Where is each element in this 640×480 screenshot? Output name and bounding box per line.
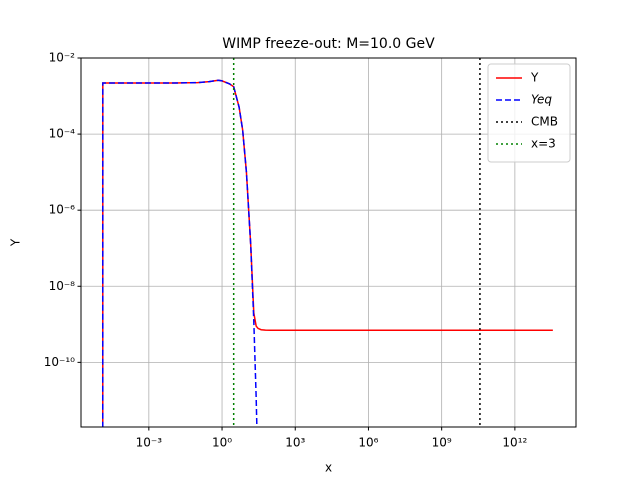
legend-label: Y xyxy=(530,71,539,85)
y-tick-label: 10⁻⁸ xyxy=(49,279,76,293)
y-tick-label: 10⁻² xyxy=(49,51,76,65)
legend-label: CMB xyxy=(531,115,558,129)
y-axis-label: Y xyxy=(9,238,23,247)
y-tick-label: 10⁻⁶ xyxy=(49,203,76,217)
grid xyxy=(81,57,576,427)
plot-data xyxy=(102,58,553,427)
legend-label: Yeq xyxy=(531,93,552,107)
x-tick-label: 10⁹ xyxy=(432,436,452,450)
series-line xyxy=(102,79,258,427)
legend: Y Yeq CMB x=3 xyxy=(487,63,571,163)
x-tick-label: 10⁰ xyxy=(212,436,232,450)
x-axis-label: x xyxy=(325,461,332,475)
chart-title: WIMP freeze-out: M=10.0 GeV xyxy=(222,36,435,52)
y-tick-label: 10⁻¹⁰ xyxy=(44,355,75,369)
x-tick-label: 10⁻³ xyxy=(136,436,163,450)
y-tick-label: 10⁻⁴ xyxy=(49,127,76,141)
x-tick-label: 10⁶ xyxy=(358,436,378,450)
x-tick-label: 10³ xyxy=(285,436,305,450)
legend-box xyxy=(487,63,571,163)
ticks: 10⁻³ 10⁰ 10³ 10⁶ 10⁹ 10¹² 10⁻² 10⁻⁴ 10⁻⁶ 10⁻⁸ 10⁻¹… xyxy=(44,51,528,450)
legend-label: x=3 xyxy=(531,137,556,151)
x-tick-label: 10¹² xyxy=(502,436,527,450)
plot-frame xyxy=(80,57,577,428)
